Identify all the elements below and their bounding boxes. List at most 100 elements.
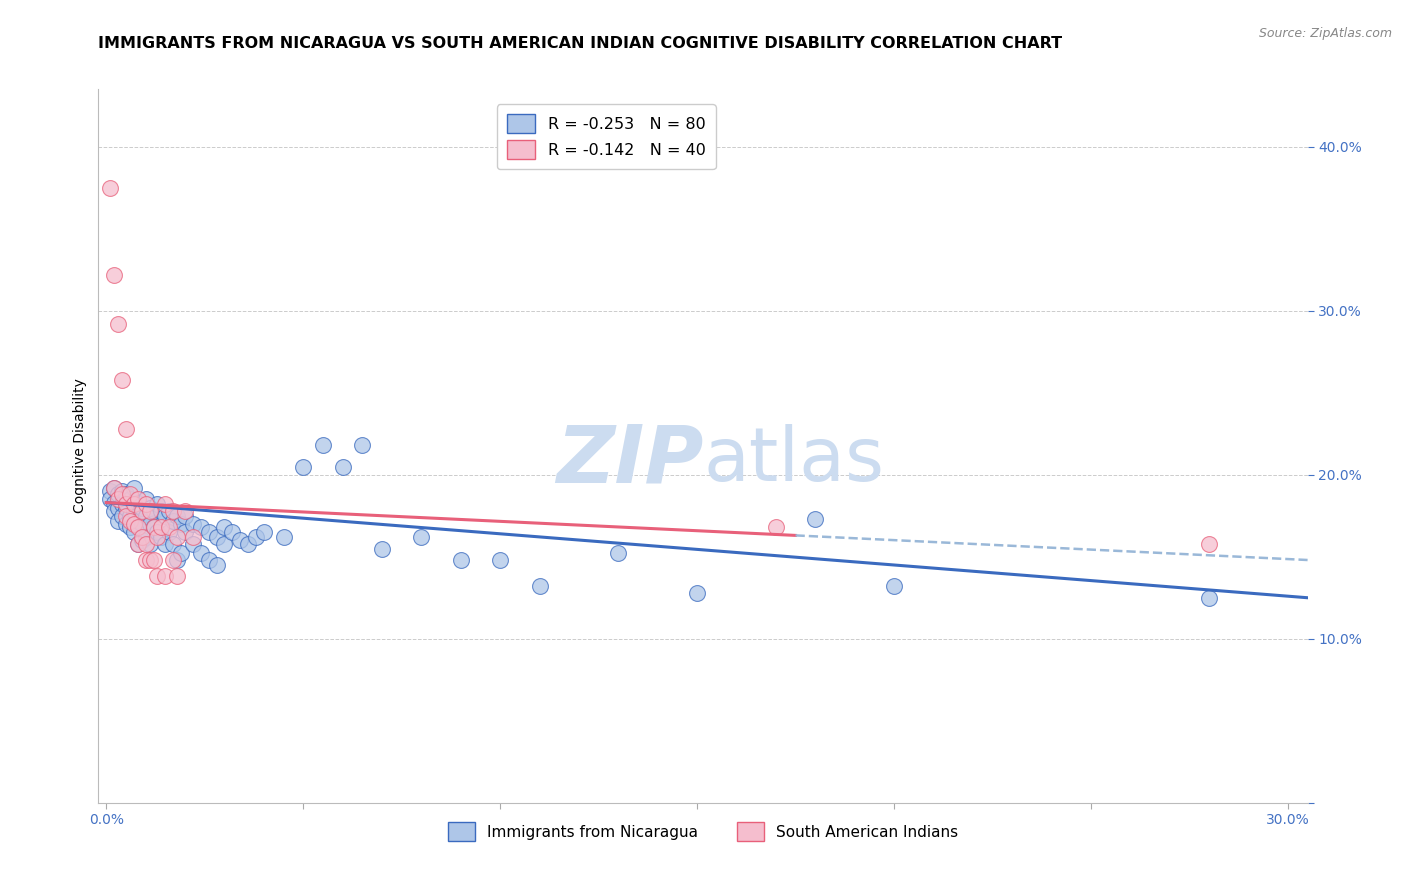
Point — [157, 520, 180, 534]
Point — [98, 180, 121, 194]
Point — [529, 579, 551, 593]
Point — [118, 492, 141, 507]
Point — [118, 514, 141, 528]
Point — [127, 514, 149, 528]
Point — [155, 536, 177, 550]
Point — [122, 525, 145, 540]
Point — [162, 553, 184, 567]
Y-axis label: Cognitive Disability: Cognitive Disability — [73, 378, 87, 514]
Point — [162, 504, 184, 518]
Point — [166, 569, 188, 583]
Point — [103, 481, 125, 495]
Point — [765, 520, 787, 534]
Point — [214, 520, 236, 534]
Point — [103, 481, 125, 495]
Point — [352, 438, 374, 452]
Point — [146, 530, 169, 544]
Point — [122, 481, 145, 495]
Point — [205, 558, 228, 572]
Point — [489, 553, 512, 567]
Text: ZIP: ZIP — [555, 421, 703, 500]
Point — [127, 536, 149, 550]
Point — [155, 497, 177, 511]
Point — [127, 536, 149, 550]
Point — [115, 497, 138, 511]
Point — [115, 508, 138, 523]
Point — [166, 553, 188, 567]
Point — [107, 487, 129, 501]
Point — [146, 497, 169, 511]
Point — [107, 317, 129, 331]
Point — [1198, 536, 1220, 550]
Point — [131, 533, 153, 548]
Point — [122, 497, 145, 511]
Point — [115, 422, 138, 436]
Point — [181, 516, 204, 531]
Point — [135, 536, 157, 550]
Point — [214, 536, 236, 550]
Point — [1198, 591, 1220, 605]
Text: IMMIGRANTS FROM NICARAGUA VS SOUTH AMERICAN INDIAN COGNITIVE DISABILITY CORRELAT: IMMIGRANTS FROM NICARAGUA VS SOUTH AMERI… — [98, 36, 1063, 51]
Point — [146, 569, 169, 583]
Point — [155, 508, 177, 523]
Point — [157, 525, 180, 540]
Point — [607, 546, 630, 560]
Point — [181, 530, 204, 544]
Point — [450, 553, 472, 567]
Point — [118, 508, 141, 523]
Point — [122, 504, 145, 518]
Point — [115, 500, 138, 515]
Point — [115, 516, 138, 531]
Point — [236, 536, 259, 550]
Point — [135, 492, 157, 507]
Point — [103, 495, 125, 509]
Point — [190, 546, 212, 560]
Point — [111, 484, 134, 499]
Point — [115, 487, 138, 501]
Point — [197, 525, 219, 540]
Point — [107, 500, 129, 515]
Point — [273, 530, 295, 544]
Text: Source: ZipAtlas.com: Source: ZipAtlas.com — [1258, 27, 1392, 40]
Point — [107, 492, 129, 507]
Point — [127, 492, 149, 507]
Point — [138, 516, 160, 531]
Point — [150, 504, 173, 518]
Point — [118, 487, 141, 501]
Point — [142, 504, 165, 518]
Legend: Immigrants from Nicaragua, South American Indians: Immigrants from Nicaragua, South America… — [440, 814, 966, 848]
Point — [138, 553, 160, 567]
Point — [142, 553, 165, 567]
Point — [804, 512, 827, 526]
Point — [135, 530, 157, 544]
Point — [197, 553, 219, 567]
Point — [138, 500, 160, 515]
Point — [686, 586, 709, 600]
Point — [162, 536, 184, 550]
Point — [332, 459, 354, 474]
Point — [170, 546, 193, 560]
Point — [142, 520, 165, 534]
Point — [157, 504, 180, 518]
Point — [131, 504, 153, 518]
Point — [111, 487, 134, 501]
Point — [170, 516, 193, 531]
Point — [146, 525, 169, 540]
Point — [107, 514, 129, 528]
Point — [253, 525, 276, 540]
Point — [135, 497, 157, 511]
Point — [155, 569, 177, 583]
Point — [174, 508, 197, 523]
Point — [150, 520, 173, 534]
Point — [221, 525, 243, 540]
Point — [245, 530, 267, 544]
Point — [127, 495, 149, 509]
Point — [103, 504, 125, 518]
Point — [127, 520, 149, 534]
Point — [135, 553, 157, 567]
Point — [131, 516, 153, 531]
Point — [312, 438, 335, 452]
Point — [150, 530, 173, 544]
Point — [174, 504, 197, 518]
Point — [138, 504, 160, 518]
